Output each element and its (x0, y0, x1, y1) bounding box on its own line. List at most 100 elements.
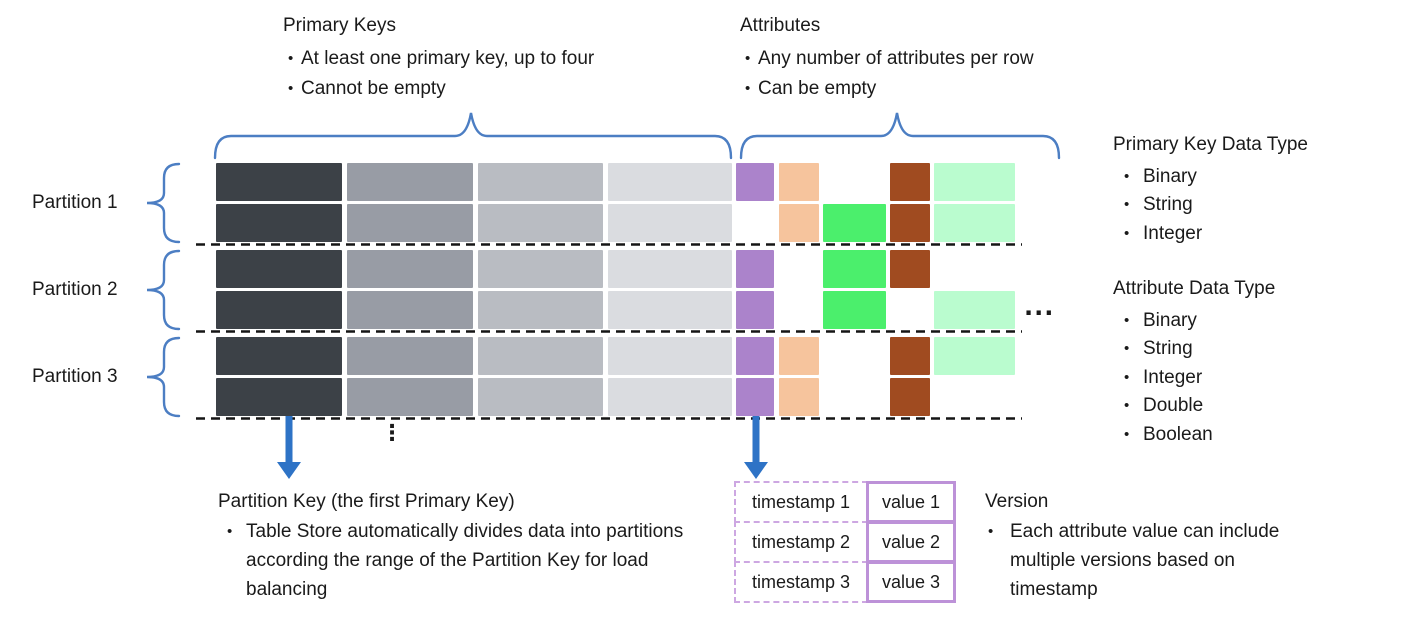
grid-cell-primary-key-2-row2 (347, 204, 473, 242)
partition-2-brace-icon (146, 249, 181, 331)
attribute-data-type-note: Attribute Data Type • Binary • String • … (1113, 275, 1275, 449)
grid-cell-primary-key-4-row1 (608, 163, 732, 201)
grid-cell-attribute-purple-row1 (736, 163, 774, 201)
bullet-text: Table Store automatically divides data i… (246, 521, 684, 600)
grid-cell-primary-key-1-row1 (216, 163, 342, 201)
grid-cell-primary-key-4-row6 (608, 378, 732, 416)
grid-cell-attribute-green-row4 (823, 291, 886, 329)
more-columns-ellipsis-icon: ... (1024, 293, 1055, 321)
grid-cell-attribute-mint-row1 (934, 163, 1015, 201)
version-title: Version (985, 491, 1049, 512)
grid-cell-attribute-brown-row1 (890, 163, 930, 201)
grid-cell-attribute-mint-row2 (934, 204, 1015, 242)
bullet-text: Binary (1143, 165, 1197, 187)
grid-cell-primary-key-1-row5 (216, 337, 342, 375)
value-cell: value 1 (866, 481, 956, 523)
partition-1-label: Partition 1 (32, 192, 118, 213)
attributes-bullet-1: • Any number of attributes per row (740, 44, 1034, 74)
bullet-text: Boolean (1143, 423, 1213, 445)
bullet-icon: • (1124, 311, 1130, 329)
grid-cell-attribute-green-row3 (823, 250, 886, 288)
grid-cell-attribute-orange-row2 (779, 204, 819, 242)
grid-cell-attribute-purple-row5 (736, 337, 774, 375)
bullet-icon: • (288, 50, 294, 67)
primary-keys-title: Primary Keys (283, 15, 396, 36)
partition-2-label: Partition 2 (32, 279, 118, 300)
grid-cell-primary-key-2-row4 (347, 291, 473, 329)
grid-cell-primary-key-2-row5 (347, 337, 473, 375)
primary-key-data-type-title: Primary Key Data Type (1113, 134, 1309, 155)
grid-cell-attribute-purple-row4 (736, 291, 774, 329)
version-row-3: timestamp 3 value 3 (734, 561, 956, 603)
pk-type-binary: • Binary (1113, 163, 1308, 192)
grid-cell-attribute-brown-row5 (890, 337, 930, 375)
pk-type-string: • String (1113, 191, 1308, 220)
grid-cell-primary-key-2-row3 (347, 250, 473, 288)
version-table: timestamp 1 value 1 timestamp 2 value 2 … (734, 481, 956, 603)
grid-cell-primary-key-4-row5 (608, 337, 732, 375)
grid-cell-primary-key-1-row2 (216, 204, 342, 242)
bullet-text: String (1143, 194, 1193, 215)
bullet-icon: • (1124, 167, 1130, 185)
grid-cell-attribute-orange-row1 (779, 163, 819, 201)
grid-cell-primary-key-3-row1 (478, 163, 603, 201)
grid-cell-attribute-brown-row2 (890, 204, 930, 242)
primary-keys-note: Primary Keys • At least one primary key,… (283, 11, 594, 104)
bullet-text: Integer (1143, 222, 1203, 244)
primary-keys-overbrace-icon (213, 112, 733, 160)
partition-3-label: Partition 3 (32, 366, 118, 387)
attribute-data-type-title: Attribute Data Type (1113, 278, 1276, 299)
bullet-text: Binary (1143, 309, 1197, 331)
attributes-note: Attributes • Any number of attributes pe… (740, 11, 1034, 104)
grid-cell-primary-key-3-row6 (478, 378, 603, 416)
version-row-1: timestamp 1 value 1 (734, 481, 956, 523)
pk-type-integer: • Integer (1113, 220, 1308, 249)
value-cell: value 2 (866, 521, 956, 563)
bullet-icon: • (227, 523, 233, 540)
attributes-overbrace-icon (739, 112, 1061, 160)
grid-cell-primary-key-1-row3 (216, 250, 342, 288)
version-bullet: • Each attribute value can include multi… (985, 517, 1320, 604)
bullet-icon: • (1124, 196, 1130, 213)
attr-type-double: • Double (1113, 392, 1275, 421)
value-cell: value 3 (866, 561, 956, 603)
grid-cell-attribute-brown-row3 (890, 250, 930, 288)
grid-cell-attribute-mint-row5 (934, 337, 1015, 375)
bullet-icon: • (745, 80, 751, 97)
attr-type-boolean: • Boolean (1113, 421, 1275, 450)
bullet-text: Cannot be empty (301, 78, 446, 99)
partition-3-brace-icon (146, 336, 181, 418)
grid-cell-primary-key-1-row6 (216, 378, 342, 416)
grid-cell-primary-key-4-row4 (608, 291, 732, 329)
bullet-icon: • (745, 50, 751, 67)
bullet-text: Any number of attributes per row (758, 48, 1034, 69)
bullet-icon: • (1124, 368, 1130, 386)
primary-keys-bullet-1: • At least one primary key, up to four (283, 44, 594, 74)
attributes-title: Attributes (740, 15, 821, 36)
grid-cell-primary-key-4-row3 (608, 250, 732, 288)
bullet-text: String (1143, 338, 1193, 359)
bullet-icon: • (1124, 224, 1130, 242)
grid-cell-primary-key-3-row2 (478, 204, 603, 242)
bullet-text: At least one primary key, up to four (301, 48, 595, 69)
grid-cell-attribute-mint-row4 (934, 291, 1015, 329)
bullet-text: Each attribute value can include multipl… (1010, 521, 1280, 600)
grid-cell-attribute-green-row2 (823, 204, 886, 242)
bullet-icon: • (288, 80, 294, 97)
partition-1-brace-icon (146, 162, 181, 244)
attr-type-integer: • Integer (1113, 364, 1275, 393)
grid-cell-primary-key-3-row4 (478, 291, 603, 329)
grid-cell-primary-key-2-row1 (347, 163, 473, 201)
grid-cell-attribute-purple-row3 (736, 250, 774, 288)
timestamp-cell: timestamp 2 (734, 521, 868, 563)
bullet-text: Double (1143, 395, 1204, 416)
grid-cell-primary-key-4-row2 (608, 204, 732, 242)
bullet-icon: • (988, 523, 994, 540)
partition-key-bullet: • Table Store automatically divides data… (218, 517, 691, 604)
grid-cell-primary-key-2-row6 (347, 378, 473, 416)
bullet-text: Can be empty (758, 78, 877, 99)
grid-cell-primary-key-1-row4 (216, 291, 342, 329)
bullet-icon: • (1124, 397, 1130, 414)
grid-cell-attribute-orange-row5 (779, 337, 819, 375)
grid-cell-attribute-orange-row6 (779, 378, 819, 416)
